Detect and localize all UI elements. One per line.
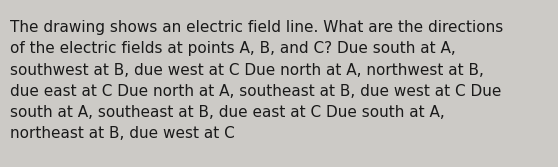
Text: The drawing shows an electric field line. What are the directions
of the electri: The drawing shows an electric field line… (10, 20, 503, 141)
